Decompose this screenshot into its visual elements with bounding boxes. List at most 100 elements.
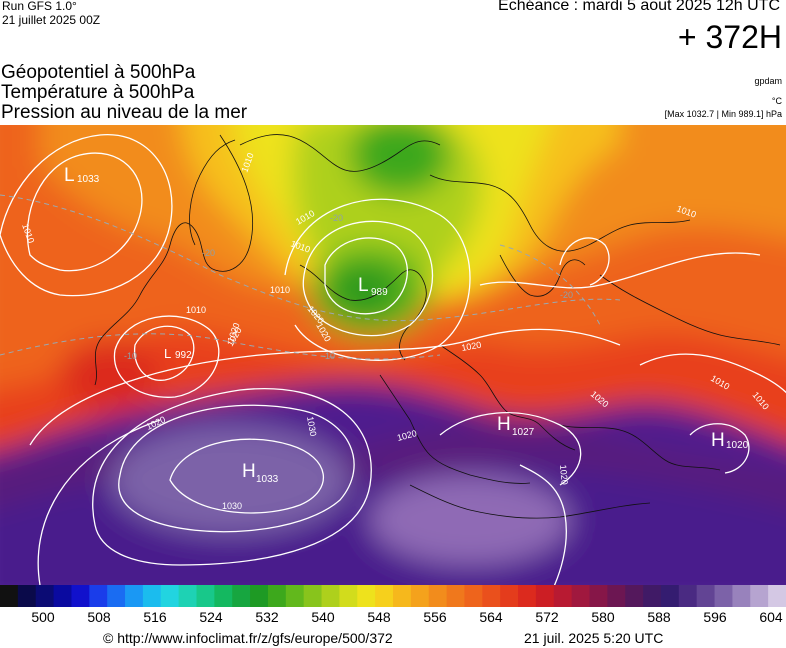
colorbar-swatch bbox=[125, 585, 144, 607]
colorbar-swatch bbox=[89, 585, 108, 607]
colorbar-tick-label: 548 bbox=[367, 609, 391, 625]
isotherm-labels: -20 -20 -20 -10 -10 bbox=[124, 213, 573, 361]
colorbar-swatch bbox=[267, 585, 287, 607]
svg-text:992: 992 bbox=[175, 350, 192, 361]
colorbar-swatch bbox=[464, 585, 483, 607]
colorbar-swatch bbox=[285, 585, 305, 607]
weather-map: L 1033 L 989 L 992 H 1033 H 1027 H 1020 bbox=[0, 125, 786, 585]
svg-text:1020: 1020 bbox=[558, 464, 570, 485]
unit-geopotential: gpdam bbox=[754, 76, 782, 86]
colorbar-swatch bbox=[678, 585, 698, 607]
pressure-center-low-1033: L 1033 bbox=[64, 165, 100, 186]
colorbar-tick-label: 540 bbox=[311, 609, 335, 625]
colorbar-swatch bbox=[428, 585, 448, 607]
colorbar-swatch bbox=[142, 585, 162, 607]
colorbar bbox=[0, 585, 786, 607]
colorbar-swatch bbox=[571, 585, 590, 607]
svg-text:1010: 1010 bbox=[186, 305, 206, 315]
colorbar-swatch bbox=[482, 585, 501, 607]
svg-text:1027: 1027 bbox=[512, 427, 535, 438]
colorbar-swatch bbox=[660, 585, 680, 607]
svg-text:H: H bbox=[711, 430, 725, 451]
pressure-center-high-1033: H 1033 bbox=[242, 461, 279, 485]
colorbar-swatch bbox=[250, 585, 269, 607]
colorbar-swatch bbox=[625, 585, 644, 607]
title-temperature: Température à 500hPa bbox=[1, 82, 195, 103]
pressure-center-low-992: L 992 bbox=[164, 346, 192, 361]
colorbar-tick-label: 524 bbox=[199, 609, 223, 625]
svg-text:1033: 1033 bbox=[77, 174, 100, 185]
colorbar-swatch bbox=[768, 585, 786, 607]
colorbar-tick-label: 556 bbox=[423, 609, 447, 625]
colorbar-swatch bbox=[750, 585, 769, 607]
svg-text:-10: -10 bbox=[322, 351, 335, 361]
svg-text:L: L bbox=[164, 346, 171, 361]
colorbar-swatch bbox=[321, 585, 340, 607]
colorbar-swatch bbox=[553, 585, 573, 607]
forecast-valid-time: Echéance : mardi 5 aout 2025 12h UTC bbox=[498, 0, 780, 14]
svg-text:L: L bbox=[358, 275, 369, 296]
colorbar-tick-label: 500 bbox=[31, 609, 55, 625]
source-url: © http://www.infoclimat.fr/z/gfs/europe/… bbox=[103, 630, 393, 646]
pressure-center-high-1020: H 1020 bbox=[711, 430, 749, 451]
colorbar-swatch bbox=[500, 585, 519, 607]
colorbar-tick-label: 596 bbox=[703, 609, 727, 625]
svg-text:H: H bbox=[242, 461, 256, 482]
svg-text:-20: -20 bbox=[560, 290, 573, 300]
geopotential-field bbox=[0, 125, 786, 585]
colorbar-swatch bbox=[446, 585, 465, 607]
colorbar-tick-label: 572 bbox=[535, 609, 559, 625]
svg-text:-20: -20 bbox=[202, 248, 215, 258]
colorbar-swatch bbox=[357, 585, 376, 607]
colorbar-swatch bbox=[393, 585, 412, 607]
svg-text:-10: -10 bbox=[124, 351, 137, 361]
title-pressure: Pression au niveau de la mer bbox=[1, 102, 248, 123]
svg-text:-20: -20 bbox=[330, 213, 343, 223]
svg-text:1030: 1030 bbox=[222, 501, 242, 511]
colorbar-swatch bbox=[607, 585, 626, 607]
colorbar-swatch bbox=[35, 585, 55, 607]
colorbar-swatch bbox=[732, 585, 751, 607]
colorbar-swatch bbox=[178, 585, 197, 607]
pressure-center-high-1027: H 1027 bbox=[497, 414, 535, 438]
svg-text:H: H bbox=[497, 414, 511, 435]
forecast-lead-time: + 372H bbox=[677, 19, 782, 55]
run-model-label: Run GFS 1.0° bbox=[2, 0, 77, 13]
colorbar-swatch bbox=[53, 585, 72, 607]
colorbar-tick-label: 580 bbox=[591, 609, 615, 625]
colorbar-swatch bbox=[696, 585, 716, 607]
pressure-centers: L 1033 L 989 L 992 H 1033 H 1027 H 1020 bbox=[64, 165, 749, 485]
colorbar-swatch bbox=[107, 585, 126, 607]
title-geopotential: Géopotentiel à 500hPa bbox=[1, 62, 196, 83]
colorbar-swatch bbox=[214, 585, 233, 607]
colorbar-swatch bbox=[410, 585, 430, 607]
colorbar-swatch bbox=[303, 585, 323, 607]
svg-text:1020: 1020 bbox=[726, 440, 749, 451]
svg-text:L: L bbox=[64, 165, 75, 186]
svg-text:1010: 1010 bbox=[270, 285, 290, 295]
colorbar-swatch bbox=[0, 585, 19, 607]
isobars bbox=[0, 134, 786, 585]
colorbar-swatch bbox=[196, 585, 215, 607]
colorbar-swatch bbox=[232, 585, 251, 607]
svg-text:1030: 1030 bbox=[305, 416, 318, 437]
unit-pressure-range: [Max 1032.7 | Min 989.1] hPa bbox=[664, 109, 782, 119]
isotherms bbox=[0, 194, 621, 360]
colorbar-tick-label: 604 bbox=[759, 609, 783, 625]
unit-temperature: °C bbox=[771, 96, 782, 106]
colorbar-swatch bbox=[518, 585, 537, 607]
coastlines bbox=[94, 134, 781, 519]
colorbar-tick-label: 508 bbox=[87, 609, 111, 625]
colorbar-swatch bbox=[535, 585, 555, 607]
pressure-center-low-989: L 989 bbox=[358, 275, 388, 298]
svg-text:989: 989 bbox=[371, 287, 388, 298]
colorbar-tick-label: 532 bbox=[255, 609, 279, 625]
colorbar-swatch bbox=[160, 585, 180, 607]
colorbar-tick-label: 516 bbox=[143, 609, 167, 625]
run-date-label: 21 juillet 2025 00Z bbox=[2, 13, 101, 27]
colorbar-tick-label: 588 bbox=[647, 609, 671, 625]
svg-text:1033: 1033 bbox=[256, 474, 279, 485]
colorbar-swatch bbox=[714, 585, 733, 607]
colorbar-tick-label: 564 bbox=[479, 609, 503, 625]
